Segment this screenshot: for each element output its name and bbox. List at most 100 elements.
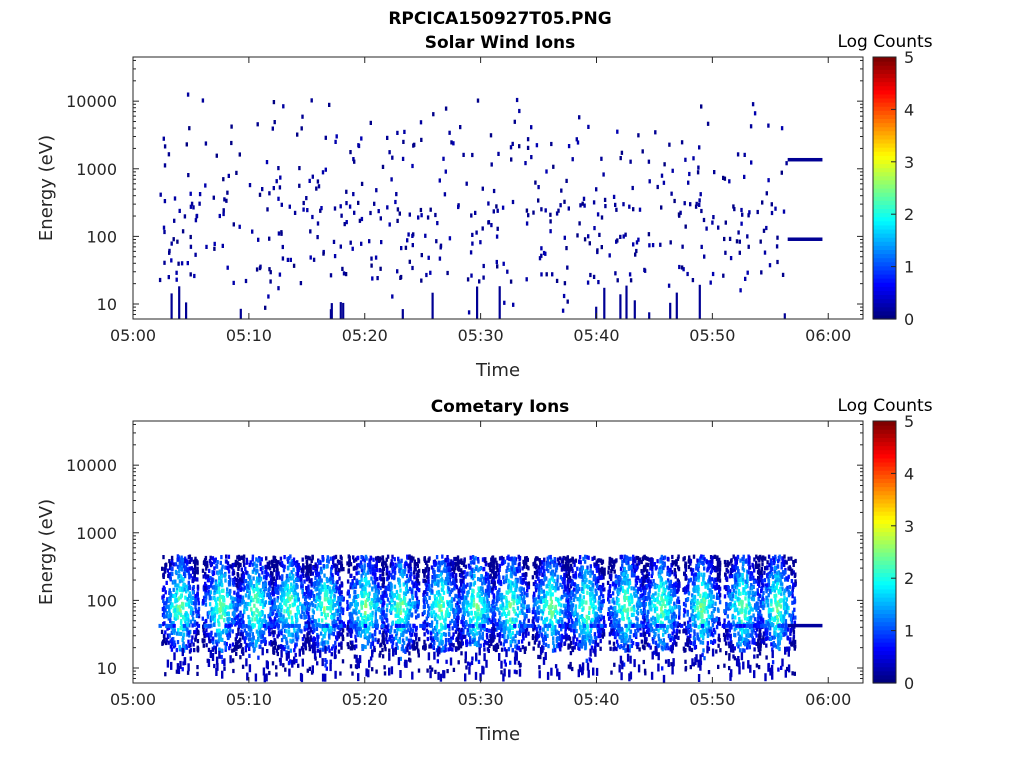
heatmap-cell <box>339 244 342 249</box>
heatmap-cell <box>301 637 305 642</box>
heatmap-cell <box>463 557 466 562</box>
heatmap-cell <box>467 310 471 315</box>
heatmap-cell <box>443 618 446 623</box>
heatmap-cell <box>441 554 444 559</box>
heatmap-cell <box>522 600 525 605</box>
heatmap-cell <box>215 600 218 605</box>
heatmap-cell <box>220 555 223 560</box>
heatmap-cell <box>246 643 250 648</box>
heatmap-cell <box>301 590 304 595</box>
heatmap-cell <box>426 586 430 591</box>
heatmap-cell <box>370 256 373 261</box>
heatmap-cell <box>248 642 251 648</box>
heatmap-cell <box>507 578 510 583</box>
heatmap-cell <box>448 130 451 135</box>
heatmap-cell <box>461 641 464 646</box>
heatmap-cell <box>359 612 363 618</box>
heatmap-cell <box>516 606 520 611</box>
heatmap-cell <box>215 604 218 609</box>
heatmap-cell <box>460 571 464 576</box>
heatmap-cell <box>205 643 208 648</box>
heatmap-cell <box>189 204 193 209</box>
heatmap-cell <box>431 574 434 580</box>
heatmap-cell <box>378 558 381 563</box>
heatmap-cell <box>299 574 303 579</box>
heatmap-cell <box>390 595 393 600</box>
heatmap-cell <box>435 596 439 601</box>
heatmap-cell <box>180 556 183 561</box>
heatmap-cell <box>305 586 308 591</box>
heatmap-cell <box>767 178 770 183</box>
heatmap-cell <box>450 618 454 624</box>
heatmap-cell <box>427 573 430 579</box>
heatmap-cell <box>381 571 385 577</box>
heatmap-cell <box>524 581 528 586</box>
heatmap-cell <box>474 671 478 680</box>
heatmap-cell <box>511 581 514 586</box>
heatmap-cell <box>175 598 178 603</box>
heatmap-cell <box>516 613 520 618</box>
heatmap-cell <box>357 616 360 621</box>
heatmap-cell <box>428 644 431 649</box>
heatmap-cell <box>333 254 337 259</box>
heatmap-cell <box>233 647 236 653</box>
heatmap-cell <box>220 571 223 576</box>
heatmap-cell <box>460 619 463 625</box>
heatmap-cell <box>283 609 286 614</box>
heatmap-cell <box>210 623 213 628</box>
colorbar-swatch <box>873 196 896 201</box>
heatmap-cell <box>411 594 414 599</box>
heatmap-cell <box>331 621 334 626</box>
heatmap-cell <box>244 579 248 584</box>
heatmap-cell <box>204 141 208 146</box>
heatmap-cell <box>349 615 352 621</box>
heatmap-cell <box>260 557 263 562</box>
heatmap-cell <box>222 208 225 213</box>
heatmap-cell <box>373 596 376 601</box>
heatmap-cell <box>434 616 437 622</box>
heatmap-cell <box>204 602 208 607</box>
heatmap-cell <box>186 627 189 632</box>
heatmap-cell <box>348 594 351 599</box>
colorbar-swatch <box>873 159 896 165</box>
heatmap-cell <box>637 133 640 138</box>
heatmap-cell <box>188 623 191 628</box>
heatmap-cell <box>184 558 187 563</box>
heatmap-cell <box>409 566 413 571</box>
heatmap-cell <box>346 599 349 605</box>
heatmap-cell <box>192 610 195 616</box>
heatmap-cell <box>273 587 277 592</box>
heatmap-cell <box>391 644 394 649</box>
heatmap-cell <box>457 610 461 615</box>
heatmap-cell <box>230 618 234 623</box>
heatmap-cell <box>287 645 290 650</box>
heatmap-cell <box>534 180 537 185</box>
heatmap-cell <box>277 604 280 610</box>
heatmap-cell <box>424 597 428 602</box>
heatmap-cell <box>699 192 702 197</box>
heatmap-cell <box>471 567 474 572</box>
heatmap-cell <box>293 587 297 592</box>
heatmap-cell <box>435 581 439 586</box>
heatmap-cell <box>247 614 250 620</box>
heatmap-cell <box>184 595 187 600</box>
heatmap-cell <box>456 600 459 605</box>
heatmap-cell <box>394 564 398 569</box>
heatmap-cell <box>453 556 456 562</box>
heatmap-cell <box>251 632 254 637</box>
heatmap-cell <box>435 619 439 624</box>
heatmap-cell <box>218 632 221 637</box>
heatmap-cell <box>222 211 225 217</box>
heatmap-cell <box>329 599 332 604</box>
heatmap-cell <box>349 632 352 637</box>
heatmap-cell <box>272 186 275 191</box>
heatmap-cell <box>452 643 455 648</box>
heatmap-cell <box>375 619 379 624</box>
heatmap-cell <box>329 576 332 581</box>
heatmap-cell <box>162 136 165 141</box>
heatmap-cell <box>308 592 312 597</box>
heatmap-cell <box>488 574 492 579</box>
heatmap-cell <box>235 170 238 175</box>
heatmap-cell <box>476 621 479 626</box>
heatmap-cell <box>448 627 451 632</box>
